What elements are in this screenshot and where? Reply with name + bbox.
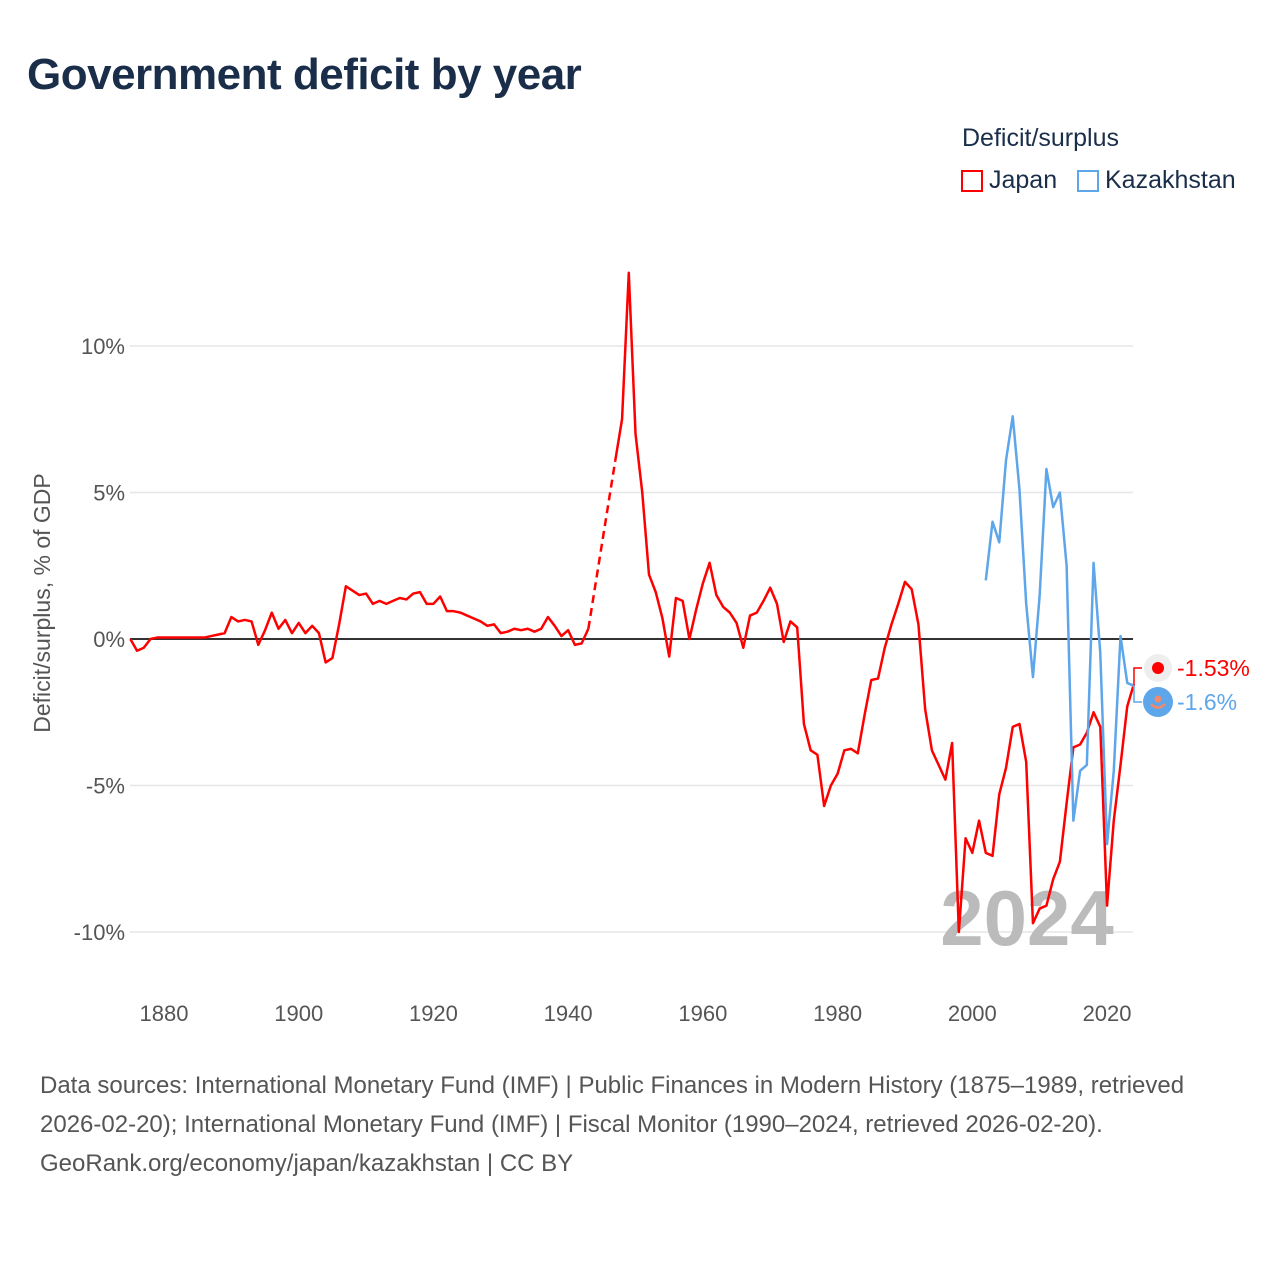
- legend-item-kazakhstan[interactable]: Kazakhstan: [1077, 166, 1236, 195]
- x-tick-label: 1880: [140, 1001, 189, 1026]
- end-label-kazakhstan: -1.6%: [1177, 689, 1237, 715]
- chart-title: Government deficit by year: [27, 50, 582, 99]
- series-line-japan: [129, 585, 590, 664]
- y-tick-label: 10%: [81, 334, 125, 359]
- end-connector-japan: [1133, 667, 1142, 684]
- x-tick-label: 1960: [678, 1001, 727, 1026]
- legend-label-japan: Japan: [989, 166, 1058, 194]
- x-tick-label: 1940: [544, 1001, 593, 1026]
- x-tick-label: 1900: [274, 1001, 323, 1026]
- series-gap-japan: [587, 460, 617, 629]
- legend-title: Deficit/surplus: [962, 124, 1119, 152]
- series-line-kazakhstan: [984, 415, 1135, 846]
- footer: Data sources: International Monetary Fun…: [40, 1066, 1240, 1183]
- flag-sun-icon: [1152, 662, 1164, 674]
- year-watermark: 2024: [940, 874, 1114, 962]
- legend-label-kazakhstan: Kazakhstan: [1105, 166, 1236, 194]
- flag-eagle-icon: [1150, 703, 1166, 709]
- y-tick-label: -10%: [74, 920, 125, 945]
- x-tick-label: 1980: [813, 1001, 862, 1026]
- y-tick-label: 0%: [93, 627, 125, 652]
- data-sources: Data sources: International Monetary Fun…: [40, 1072, 1185, 1138]
- flag-sun-icon: [1154, 695, 1162, 703]
- end-connector-kazakhstan: [1133, 685, 1142, 703]
- end-label-japan: -1.53%: [1177, 655, 1250, 681]
- y-tick-label: -5%: [86, 774, 125, 799]
- x-tick-label: 2000: [948, 1001, 997, 1026]
- x-tick-label: 1920: [409, 1001, 458, 1026]
- series-line-japan: [614, 271, 1136, 934]
- legend-swatch-kazakhstan: [1077, 169, 1099, 192]
- y-tick-label: 5%: [93, 481, 125, 506]
- x-tick-label: 2020: [1083, 1001, 1132, 1026]
- legend-swatch-japan: [961, 169, 983, 192]
- legend-item-japan[interactable]: Japan: [961, 166, 1057, 195]
- y-axis-label: Deficit/surplus, % of GDP: [29, 473, 55, 732]
- credit-link[interactable]: GeoRank.org/economy/japan/kazakhstan | C…: [40, 1150, 574, 1177]
- chart-plot: 10% 5% 0% -5% -10% 1880 1900 1920 1940 1960 1980 20…: [29, 271, 1250, 1026]
